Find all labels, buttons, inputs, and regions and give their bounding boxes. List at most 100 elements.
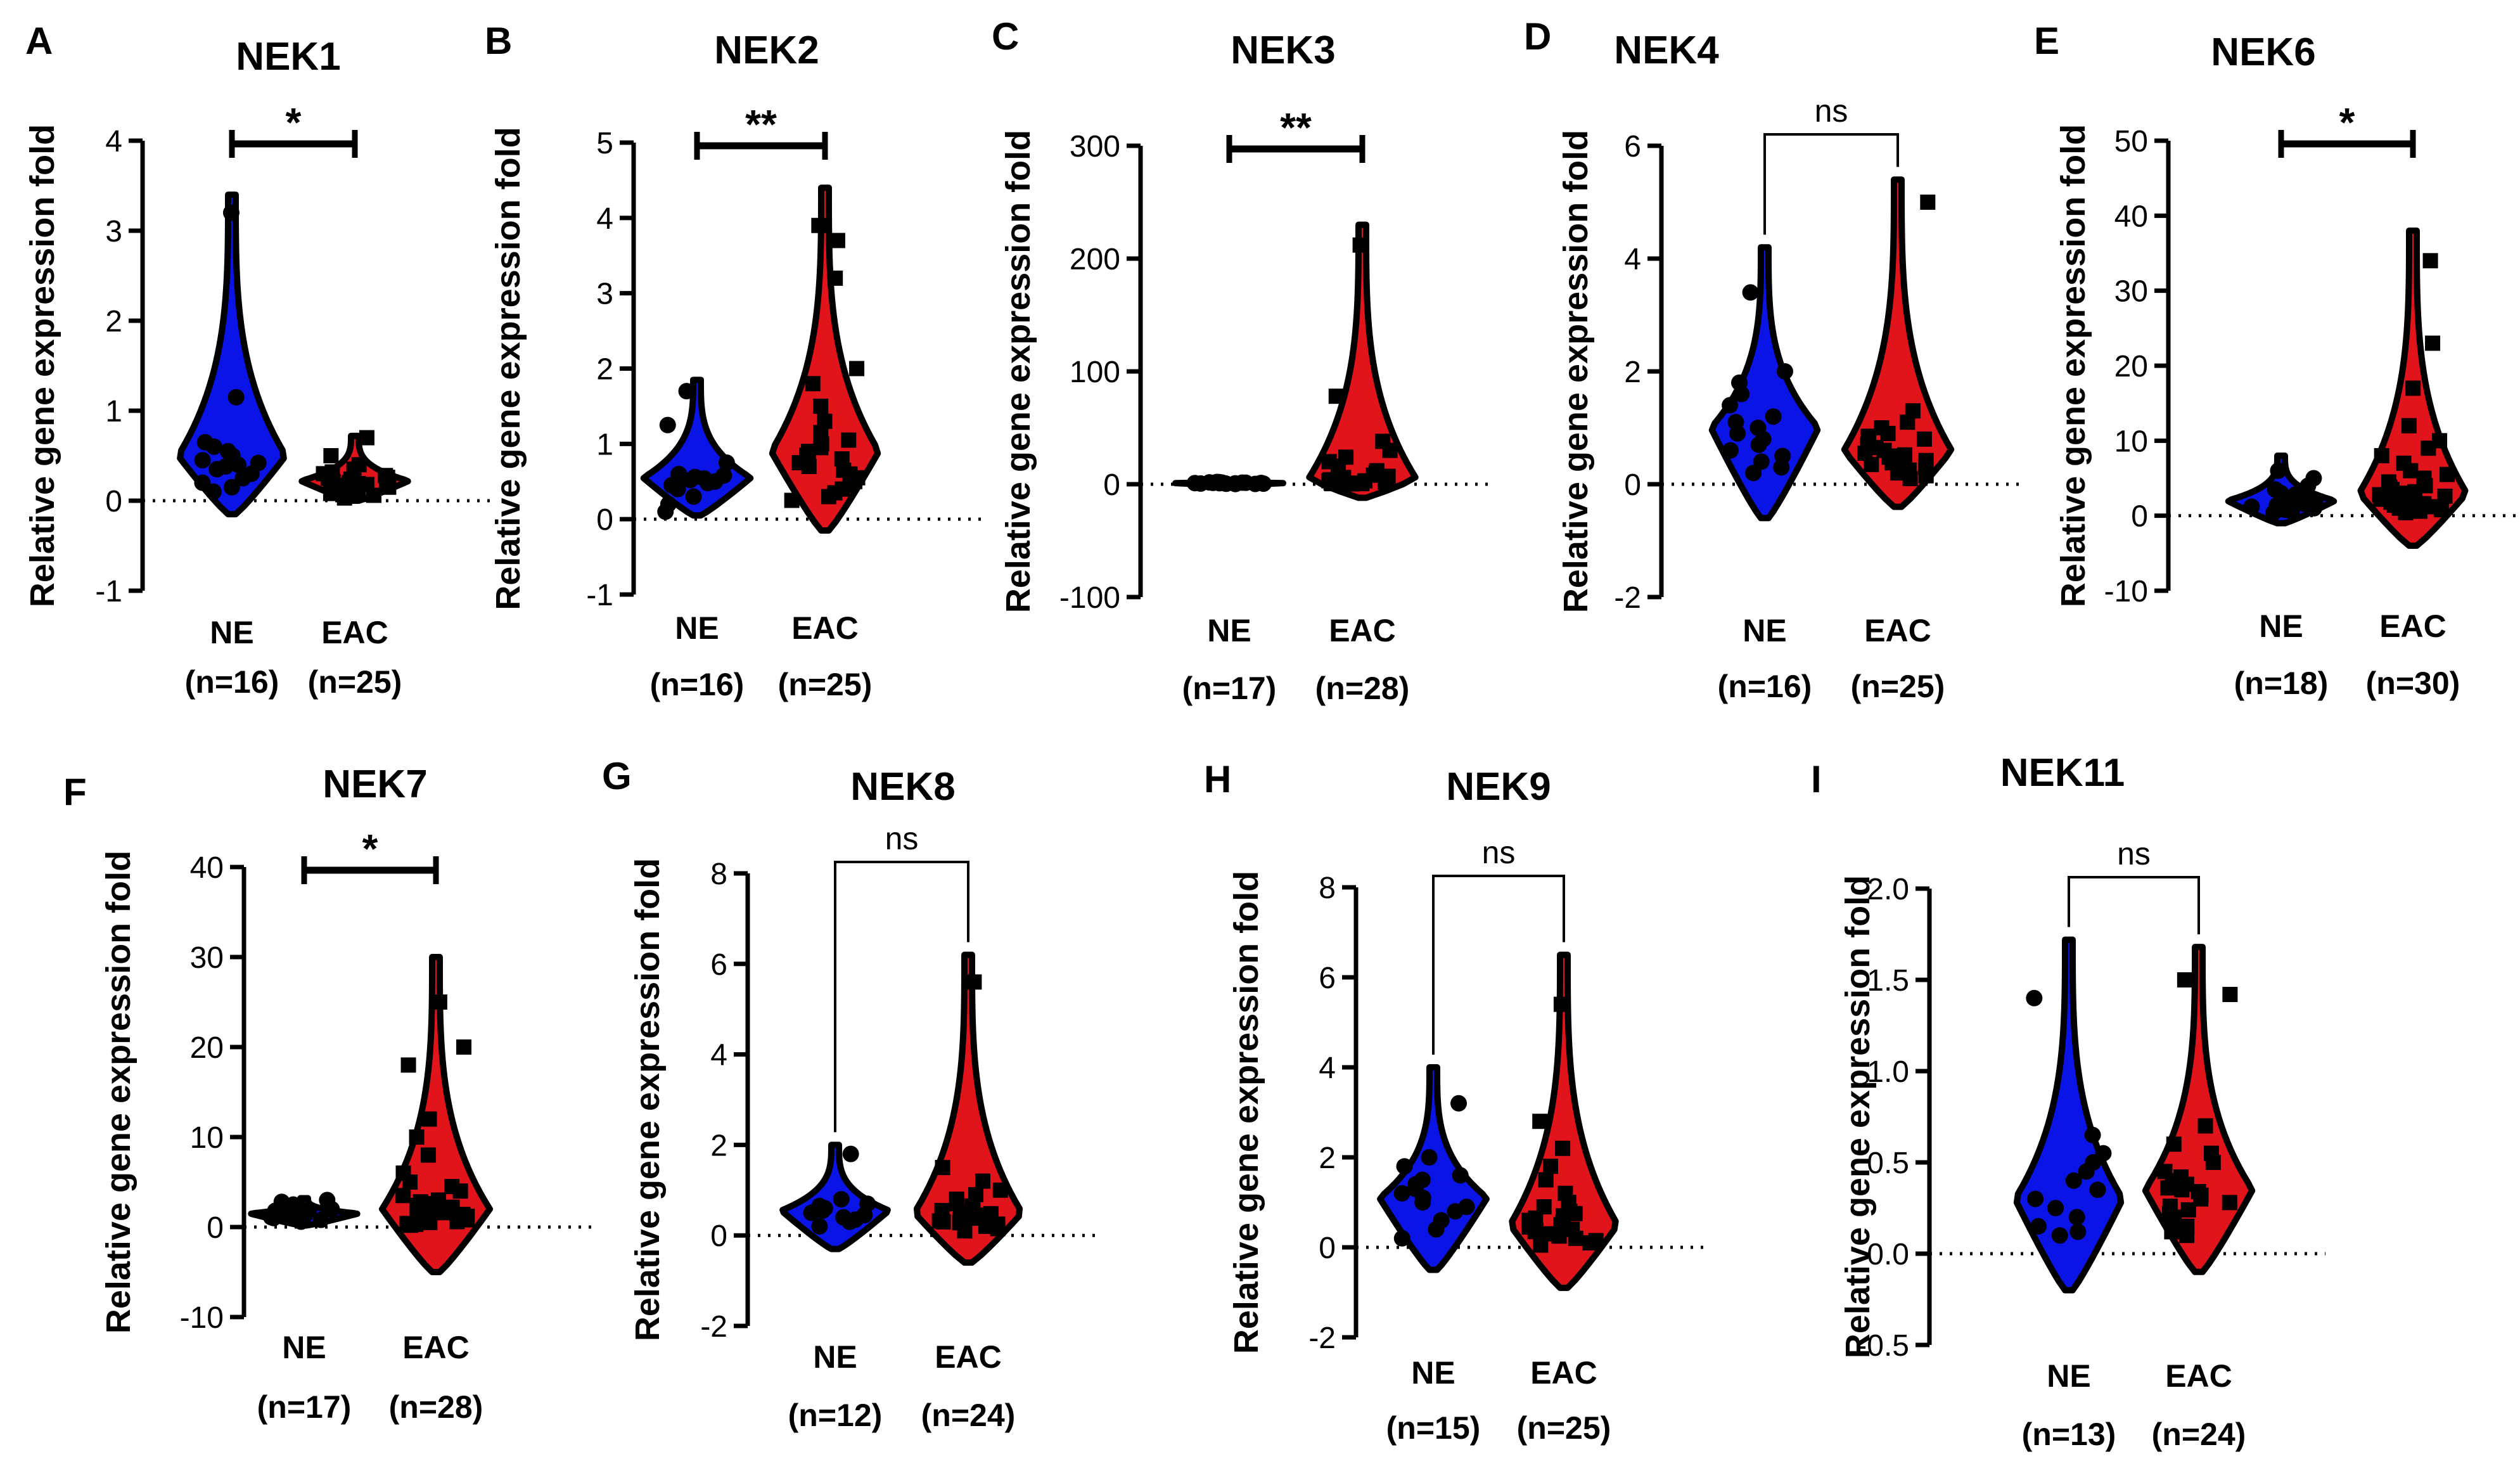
data-point-eac xyxy=(2437,488,2453,504)
y-tick-label: -10 xyxy=(180,1301,224,1335)
chart-title: NEK3 xyxy=(1231,29,1335,72)
y-tick-label: 10 xyxy=(2114,425,2148,458)
data-point-eac xyxy=(1551,1228,1567,1244)
significance-bracket xyxy=(834,861,969,1133)
panel-letter: F xyxy=(63,771,87,813)
violin-ne xyxy=(1708,244,1821,522)
y-tick-label: 6 xyxy=(1624,130,1641,164)
data-point-eac xyxy=(1902,471,1918,487)
y-tick-label: 8 xyxy=(1319,871,1336,905)
data-point-ne xyxy=(682,472,699,489)
significance-label: * xyxy=(2339,100,2355,145)
data-point-eac xyxy=(2412,503,2427,519)
x-category-label: EAC xyxy=(2379,608,2446,644)
chart-title: NEK2 xyxy=(714,29,819,72)
group-n-label: (n=17) xyxy=(257,1389,352,1425)
data-point-eac xyxy=(784,492,800,508)
data-point-ne xyxy=(2270,462,2287,479)
data-point-eac xyxy=(2197,1118,2213,1134)
y-tick-label: 6 xyxy=(1319,961,1336,995)
x-category-label: EAC xyxy=(2165,1358,2232,1394)
data-point-ne xyxy=(223,479,240,496)
y-tick-label: 30 xyxy=(190,941,224,975)
data-point-eac xyxy=(2177,972,2192,987)
data-point-ne xyxy=(1393,1185,1410,1202)
significance-label: ns xyxy=(1482,835,1516,870)
data-point-ne xyxy=(222,204,240,221)
data-point-ne xyxy=(2027,1190,2044,1207)
y-tick-label: 30 xyxy=(2114,275,2148,309)
data-point-eac xyxy=(456,1039,472,1055)
data-point-ne xyxy=(2089,1181,2106,1199)
chart-panel-i: I NEK11 Relative gene expression fold-0.5 0… xyxy=(1811,751,2325,1452)
data-point-ne xyxy=(2068,1209,2085,1226)
y-axis-label: Relative gene expression fold xyxy=(1557,130,1595,613)
y-tick-label: -2 xyxy=(700,1310,727,1344)
data-point-ne xyxy=(2283,503,2300,520)
x-category-label: EAC xyxy=(1329,613,1396,648)
x-category-label: NE xyxy=(210,615,253,650)
y-tick-label: 1 xyxy=(596,428,613,461)
data-point-eac xyxy=(366,487,382,503)
data-point-ne xyxy=(1745,465,1762,482)
y-tick-label: 1.0 xyxy=(1867,1055,1909,1089)
x-category-label: NE xyxy=(1411,1355,1455,1391)
data-point-eac xyxy=(1352,237,1368,253)
y-tick-label: -1 xyxy=(95,575,122,608)
data-point-ne xyxy=(2243,498,2260,515)
data-point-ne xyxy=(293,1213,310,1230)
x-category-label: EAC xyxy=(791,610,859,646)
data-point-eac xyxy=(2405,380,2421,396)
data-point-eac xyxy=(811,217,827,233)
x-category-label: NE xyxy=(813,1339,857,1375)
y-tick-label: 1.5 xyxy=(1867,964,1909,998)
y-tick-label: 2.0 xyxy=(1867,873,1909,906)
data-point-eac xyxy=(2166,1136,2182,1152)
data-point-eac xyxy=(1336,476,1352,492)
data-point-eac xyxy=(452,1183,468,1199)
data-point-eac xyxy=(841,432,857,448)
significance-bracket xyxy=(1432,875,1565,1055)
data-point-ne xyxy=(1396,1158,1413,1175)
significance-label: ** xyxy=(1280,105,1312,150)
data-point-ne xyxy=(1773,459,1790,476)
data-point-eac xyxy=(801,458,817,474)
data-point-ne xyxy=(205,483,222,500)
y-tick-label: 0.5 xyxy=(1867,1147,1909,1180)
data-point-eac xyxy=(395,1188,411,1204)
data-point-eac xyxy=(992,1182,1008,1198)
group-n-label: (n=16) xyxy=(650,667,745,702)
y-tick-label: 4 xyxy=(105,125,122,158)
group-n-label: (n=28) xyxy=(1315,671,1410,706)
data-point-eac xyxy=(323,485,338,501)
chart-title: NEK1 xyxy=(236,35,340,79)
chart-title: NEK9 xyxy=(1446,765,1551,809)
y-tick-label: 8 xyxy=(710,858,727,891)
panel-letter: C xyxy=(992,15,1019,58)
y-axis-label: Relative gene expression fold xyxy=(99,851,138,1334)
data-point-eac xyxy=(1920,195,1936,210)
group-n-label: (n=13) xyxy=(2022,1417,2116,1452)
data-point-eac xyxy=(400,1057,416,1073)
data-point-eac xyxy=(990,1221,1006,1237)
y-tick-label: -2 xyxy=(1614,581,1641,615)
y-axis-label: Relative gene expression fold xyxy=(1227,871,1265,1354)
data-point-eac xyxy=(829,233,845,248)
y-tick-label: -2 xyxy=(1308,1321,1336,1355)
data-point-eac xyxy=(2433,502,2449,518)
group-n-label: (n=12) xyxy=(788,1398,883,1433)
data-point-eac xyxy=(1533,1237,1549,1253)
significance-label: * xyxy=(362,826,378,871)
chart-panel-a: A NEK1 Relative gene expression fold -1 0 1 2 3… xyxy=(23,20,497,700)
data-point-ne xyxy=(1776,363,1793,380)
y-tick-label: -0.5 xyxy=(1857,1329,1909,1363)
chart-panel-b: B NEK2 Relative gene expression fold -1 0 1 2 3… xyxy=(485,20,988,702)
chart-panel-h: H NEK9 Relative gene expression fold -2 0 2 4 6… xyxy=(1204,758,1711,1446)
data-point-ne xyxy=(833,1191,850,1208)
panel-letter: D xyxy=(1524,15,1551,58)
data-point-eac xyxy=(1880,425,1896,441)
data-point-ne xyxy=(2047,1200,2064,1216)
data-point-ne xyxy=(2026,989,2043,1006)
x-category-label: EAC xyxy=(402,1330,470,1365)
